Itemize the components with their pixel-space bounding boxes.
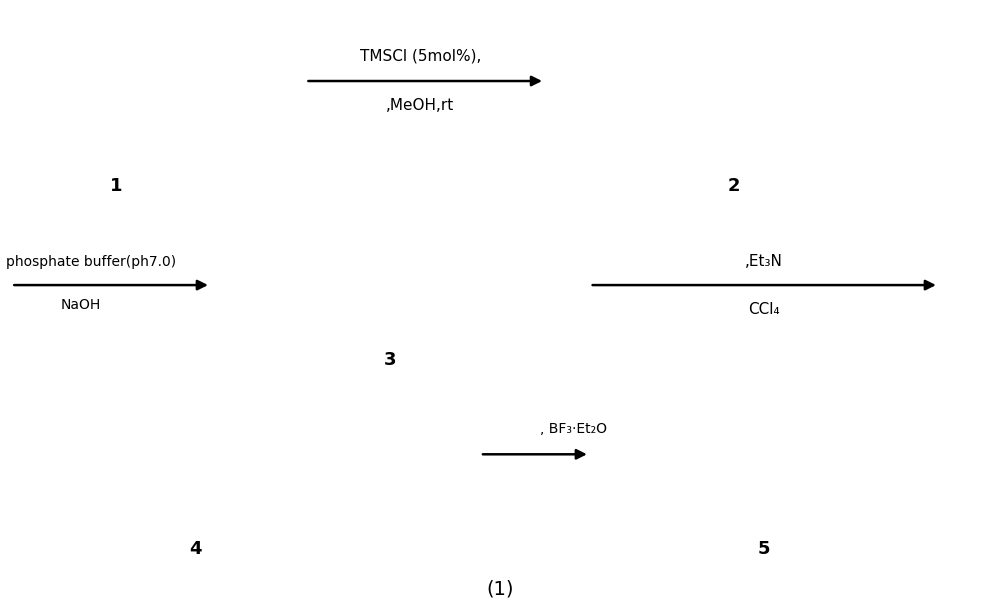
Text: , BF₃·Et₂O: , BF₃·Et₂O [540, 422, 607, 437]
Text: 2: 2 [728, 176, 741, 194]
Text: ,MeOH,rt: ,MeOH,rt [386, 98, 454, 114]
Text: TMSCl (5mol%),: TMSCl (5mol%), [360, 49, 481, 63]
Text: CCl₄: CCl₄ [748, 303, 780, 318]
Text: 4: 4 [190, 540, 202, 558]
Text: ,Et₃N: ,Et₃N [745, 254, 783, 269]
Text: 1: 1 [110, 176, 122, 194]
Text: (1): (1) [486, 579, 514, 598]
Text: 3: 3 [384, 351, 397, 368]
Text: 5: 5 [758, 540, 771, 558]
Text: phosphate buffer(ph7.0): phosphate buffer(ph7.0) [6, 255, 176, 269]
Text: NaOH: NaOH [61, 298, 101, 312]
